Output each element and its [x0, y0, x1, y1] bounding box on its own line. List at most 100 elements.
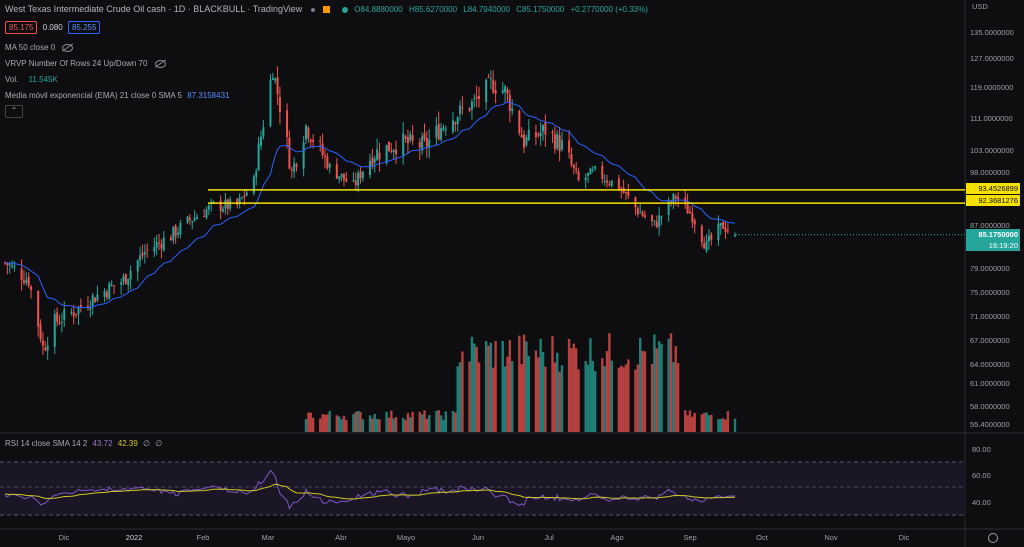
candle-body — [177, 232, 180, 235]
volume-bar — [477, 362, 481, 432]
time-axis-label: Dic — [899, 533, 910, 542]
volume-bar — [311, 417, 315, 432]
candle-body — [328, 164, 331, 168]
collapse-legend-button[interactable]: ⌃ — [5, 105, 23, 118]
hidden-eye-icon[interactable] — [62, 43, 74, 52]
price-tick-label: 79.0000000 — [970, 264, 1010, 273]
rsi-label: RSI 14 close SMA 14 2 — [5, 439, 88, 448]
candle-body — [594, 166, 597, 169]
gear-icon[interactable] — [988, 533, 998, 543]
candle-body — [124, 274, 127, 284]
time-axis-label: Mar — [262, 533, 275, 542]
candle-body — [568, 140, 571, 153]
volume-bar — [575, 348, 578, 432]
bid-button[interactable]: 85.175 — [5, 21, 38, 34]
volume-bar — [638, 337, 642, 432]
candle-body — [667, 200, 670, 215]
candle-body — [703, 243, 706, 249]
candle-body — [722, 221, 725, 229]
rsi-empty-1: ∅ — [143, 439, 150, 448]
volume-bar — [439, 415, 443, 432]
volume-bar — [584, 361, 587, 432]
rsi-empty-2: ∅ — [155, 439, 163, 448]
candle-body — [25, 279, 28, 283]
volume-bar — [387, 417, 391, 432]
volume-bar — [473, 343, 476, 432]
volume-bar — [586, 364, 590, 432]
candle-body — [141, 253, 144, 256]
candle-body — [243, 195, 246, 198]
candle-body — [511, 108, 514, 111]
candle-body — [361, 171, 364, 178]
candle-body — [726, 230, 729, 232]
ask-button[interactable]: 85.255 — [67, 21, 101, 34]
volume-bar — [710, 414, 713, 432]
candle-body — [94, 297, 97, 303]
candle-body — [186, 216, 189, 223]
candle-body — [418, 142, 421, 148]
candle-body — [30, 286, 33, 291]
candle-body — [352, 179, 355, 181]
candle-body — [461, 107, 464, 109]
volume-bar — [641, 350, 644, 432]
legend-rsi[interactable]: RSI 14 close SMA 14 2 43.72 42.39 ∅ ∅ — [5, 439, 162, 448]
candle-body — [489, 78, 492, 80]
candle-body — [8, 264, 11, 266]
volume-bar — [653, 334, 656, 432]
volume-bar — [470, 336, 474, 432]
candle-body — [395, 149, 398, 155]
candle-body — [205, 209, 208, 218]
candle-body — [674, 196, 677, 199]
legend-vol[interactable]: Vol. 11.545K — [5, 75, 58, 84]
volume-bar — [359, 411, 362, 432]
volume-bar — [660, 343, 663, 432]
volume-bar — [605, 351, 609, 432]
candle-body — [392, 150, 395, 152]
candle-body — [601, 165, 604, 180]
ema-line — [4, 101, 736, 309]
price-tick-label: 64.0000000 — [970, 360, 1010, 369]
volume-bar — [506, 356, 509, 432]
volume-bar — [527, 355, 530, 432]
volume-bar — [437, 410, 440, 432]
candle-body — [421, 136, 424, 151]
candle-body — [37, 290, 40, 327]
volume-bar — [508, 340, 512, 432]
alert-icon[interactable] — [322, 6, 330, 14]
legend-ma[interactable]: MA 50 close 0 — [5, 43, 74, 52]
volume-bar — [451, 410, 455, 432]
volume-bar — [721, 418, 725, 432]
candle-body — [155, 242, 158, 248]
candle-body — [158, 242, 161, 244]
rsi-tick-label: 40.00 — [972, 498, 991, 507]
volume-bar — [674, 346, 677, 432]
vrvp-label: VRVP Number Of Rows 24 Up/Down 70 — [5, 59, 148, 68]
candle-body — [520, 134, 523, 138]
rsi-tick-label: 60.00 — [972, 471, 991, 480]
candle-body — [27, 276, 30, 286]
candle-body — [307, 127, 310, 139]
volume-bar — [522, 334, 526, 432]
volume-bar — [537, 357, 540, 432]
candle-body — [378, 152, 381, 160]
volume-bar — [371, 418, 374, 432]
volume-bar — [702, 413, 706, 432]
candle-body — [558, 135, 561, 152]
legend-ema[interactable]: Media móvil exponencial (EMA) 21 close 0… — [5, 91, 229, 100]
candle-body — [705, 240, 708, 251]
ohlc-change: +0.2770000 (+0.33%) — [570, 5, 648, 14]
price-tick-label: 55.4000000 — [970, 420, 1010, 429]
candle-body — [359, 171, 362, 179]
candle-body — [423, 133, 426, 140]
symbol-title[interactable]: West Texas Intermediate Crude Oil cash ·… — [5, 4, 303, 14]
volume-bar — [335, 415, 339, 432]
legend-vrvp[interactable]: VRVP Number Of Rows 24 Up/Down 70 — [5, 59, 166, 68]
hidden-eye-icon[interactable] — [154, 59, 166, 68]
candle-body — [651, 215, 654, 221]
candle-body — [103, 291, 106, 298]
vol-value: 11.545K — [28, 75, 58, 84]
volume-bar — [643, 351, 647, 432]
ema-value: 87.3158431 — [187, 91, 230, 100]
price-tick-label: 61.0000000 — [970, 379, 1010, 388]
